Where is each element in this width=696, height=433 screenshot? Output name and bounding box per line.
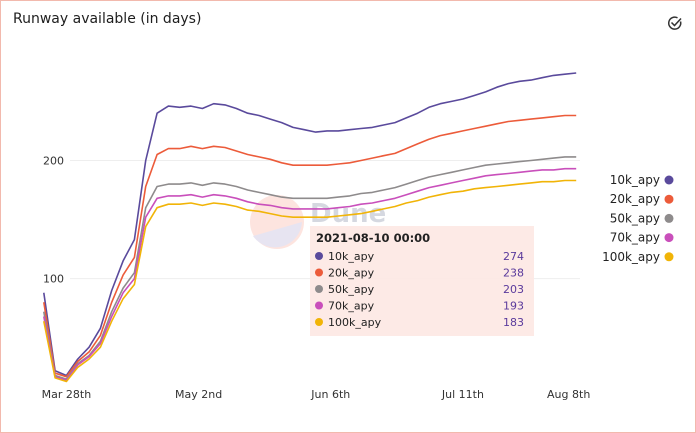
legend-label-50k_apy[interactable]: 50k_apy [610,211,660,225]
legend-label-100k_apy[interactable]: 100k_apy [602,250,660,264]
tooltip: 2021-08-10 00:00 10k_apy 274 20k_apy 238 50k_… [310,226,534,336]
tooltip-series-name: 10k_apy [328,250,375,263]
legend-label-70k_apy[interactable]: 70k_apy [610,231,660,245]
legend-marker-50k_apy[interactable] [664,213,674,223]
series-line-50k_apy[interactable] [43,156,577,380]
legend-label-10k_apy[interactable]: 10k_apy [610,173,660,187]
tooltip-marker [315,301,323,310]
tooltip-series-value: 274 [503,250,524,263]
tooltip-marker [315,285,323,293]
y-tick-label: 100 [43,273,64,286]
legend-label-20k_apy[interactable]: 20k_apy [610,192,660,206]
x-tick-label: Aug 8th [547,388,590,401]
legend-marker-100k_apy[interactable] [664,252,674,262]
legend-marker-10k_apy[interactable] [664,175,674,185]
x-tick-label: May 2nd [175,388,222,401]
chart-title: Runway available (in days) [13,11,202,27]
tooltip-series-value: 193 [503,300,524,313]
tooltip-series-value: 238 [503,267,524,280]
y-tick-label: 200 [43,154,64,167]
tooltip-series-name: 50k_apy [328,283,375,296]
series-line-70k_apy[interactable] [43,167,577,382]
x-tick-label: Jun 6th [310,388,350,401]
tooltip-marker [315,318,323,326]
series-line-20k_apy[interactable] [43,114,577,378]
tooltip-title: 2021-08-10 00:00 [316,231,430,245]
legend-marker-20k_apy[interactable] [664,194,674,204]
watermark-text: Dune [310,199,386,229]
series-line-10k_apy[interactable] [43,72,577,377]
tooltip-marker [315,268,323,277]
series-line-100k_apy[interactable] [43,179,577,383]
x-tick-label: Jul 11th [441,388,484,401]
tooltip-series-name: 100k_apy [328,316,382,329]
legend-marker-70k_apy[interactable] [664,233,674,243]
dune-watermark: Dune [250,195,386,249]
tooltip-box [310,226,534,336]
tooltip-marker [315,252,323,260]
legend: 10k_apy 20k_apy 50k_apy 70k_apy 100k_apy [602,173,674,264]
tooltip-series-name: 70k_apy [328,300,375,313]
tooltip-series-value: 183 [503,316,524,329]
series-lines [43,72,577,383]
x-axis: Mar 28th May 2nd Jun 6th Jul 11th Aug 8th [42,388,591,401]
tooltip-series-value: 203 [503,283,524,296]
x-tick-label: Mar 28th [42,388,92,401]
y-axis: 100 200 [43,154,64,285]
check-circle-icon[interactable] [667,15,683,31]
tooltip-series-name: 20k_apy [328,267,375,280]
